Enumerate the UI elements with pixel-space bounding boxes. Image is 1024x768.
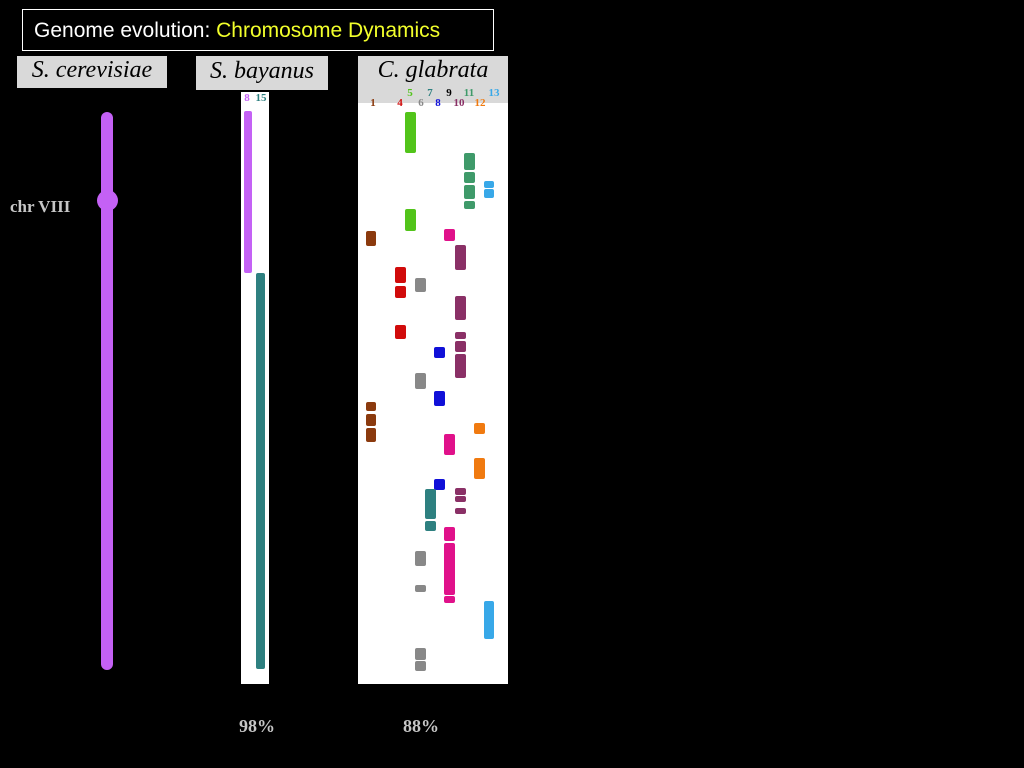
- cg-chr10-segment: [455, 341, 466, 352]
- cg-chr4-segment: [395, 325, 406, 339]
- cg-chr8-segment: [434, 479, 445, 490]
- glabrata-chr-number-7: 7: [427, 87, 433, 99]
- cerevisiae-chromosome-bar: [101, 112, 113, 670]
- glabrata-chr-number-4: 4: [397, 97, 403, 109]
- cg-chr9-segment: [444, 527, 455, 541]
- glabrata-chr-number-13: 13: [488, 87, 500, 99]
- cg-chr6-segment: [415, 661, 426, 671]
- cg-chr11-segment: [464, 201, 475, 209]
- bayanus-chr15-segment: [256, 273, 265, 669]
- cg-chr7-segment: [425, 489, 436, 519]
- cg-chr7-segment: [425, 521, 436, 531]
- cg-chr1-segment: [366, 402, 376, 411]
- species-label-glabrata: C. glabrata: [377, 57, 489, 83]
- glabrata-chr-number-1: 1: [370, 97, 376, 109]
- glabrata-chr-number-11: 11: [463, 87, 475, 99]
- cg-chr6-segment: [415, 585, 426, 592]
- title-highlight: Chromosome Dynamics: [216, 19, 441, 42]
- species-label-bayanus: S. bayanus: [196, 56, 328, 90]
- cg-chr13-segment: [484, 189, 494, 198]
- cg-chr6-segment: [415, 373, 426, 389]
- cg-chr12-segment: [474, 423, 485, 434]
- cg-chr5-segment: [405, 209, 416, 231]
- cg-chr13-segment: [484, 601, 494, 639]
- cg-chr10-segment: [455, 332, 466, 339]
- cg-chr9-segment: [444, 543, 455, 595]
- glabrata-chr-number-9: 9: [446, 87, 452, 99]
- glabrata-chr-number-12: 12: [474, 97, 486, 109]
- cg-chr8-segment: [434, 391, 445, 406]
- cg-chr1-segment: [366, 428, 376, 442]
- cg-chr1-segment: [366, 414, 376, 426]
- cg-chr11-segment: [464, 185, 475, 199]
- species-label-cerevisiae: S. cerevisiae: [17, 56, 167, 88]
- glabrata-panel: [358, 103, 508, 684]
- cg-chr10-segment: [455, 245, 466, 270]
- cg-chr6-segment: [415, 648, 426, 660]
- cg-chr10-segment: [455, 354, 466, 378]
- cg-chr4-segment: [395, 267, 406, 283]
- cg-chr9-segment: [444, 434, 455, 455]
- cg-chr11-segment: [464, 172, 475, 183]
- cg-chr6-segment: [415, 551, 426, 566]
- cg-chr10-segment: [455, 496, 466, 502]
- glabrata-chr-number-8: 8: [435, 97, 441, 109]
- cg-chr5-segment: [405, 112, 416, 153]
- cg-chr9-segment: [444, 596, 455, 603]
- cg-chr10-segment: [455, 508, 466, 514]
- cg-chr8-segment: [434, 347, 445, 358]
- glabrata-percentage: 88%: [403, 716, 439, 736]
- bayanus-percentage: 98%: [239, 716, 275, 736]
- cg-chr9-segment: [444, 229, 455, 241]
- bayanus-chr-number-15: 15: [255, 92, 267, 104]
- cg-chr4-segment: [395, 286, 406, 298]
- slide-title: Genome evolution: Chromosome Dynamics: [22, 9, 494, 51]
- centromere-marker: [97, 190, 118, 211]
- cg-chr13-segment: [484, 181, 494, 188]
- cg-chr12-segment: [474, 458, 485, 479]
- cg-chr1-segment: [366, 231, 376, 246]
- glabrata-chr-number-5: 5: [407, 87, 413, 99]
- bayanus-chr8-segment: [244, 111, 252, 273]
- glabrata-chr-number-6: 6: [418, 97, 424, 109]
- glabrata-chr-number-10: 10: [453, 97, 465, 109]
- cg-chr11-segment: [464, 153, 475, 170]
- chromosome-label: chr VIII: [10, 197, 71, 216]
- cg-chr6-segment: [415, 278, 426, 292]
- glabrata-header-bg: [358, 56, 508, 103]
- cg-chr10-segment: [455, 296, 466, 320]
- bayanus-chr-number-8: 8: [244, 92, 250, 104]
- title-prefix: Genome evolution:: [34, 19, 217, 42]
- cg-chr10-segment: [455, 488, 466, 495]
